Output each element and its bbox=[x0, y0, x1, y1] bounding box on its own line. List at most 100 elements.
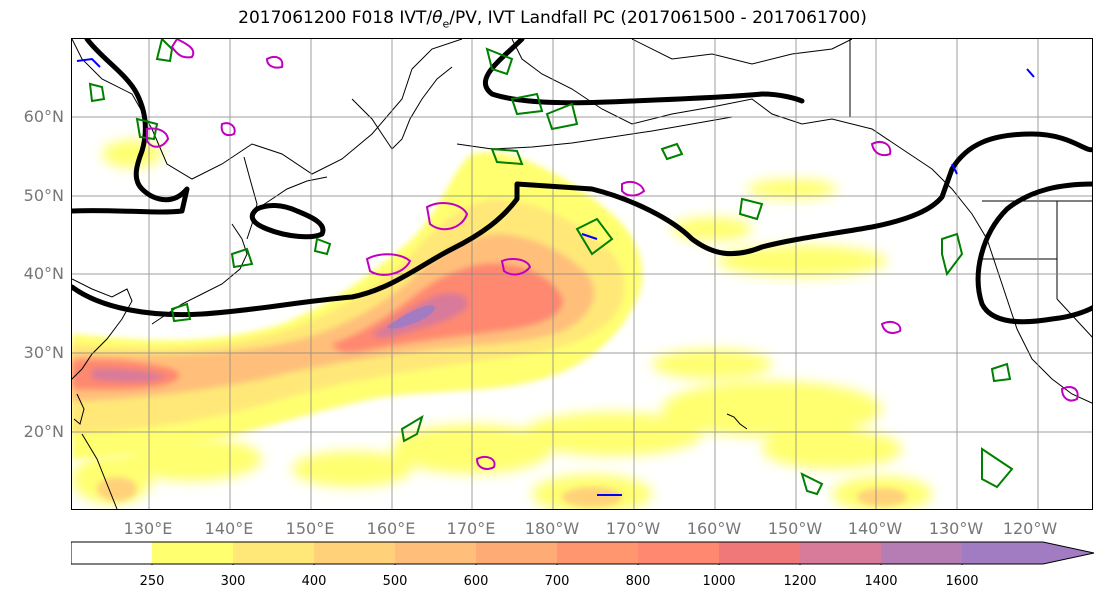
colorbar-bin-4 bbox=[395, 542, 476, 564]
theta-e-east-contour bbox=[975, 181, 1092, 325]
pv-magenta-2 bbox=[365, 253, 412, 276]
asia-coast bbox=[72, 39, 463, 180]
colorbar-bin-6 bbox=[557, 542, 638, 564]
lat-label-60n: 60°N bbox=[23, 107, 64, 126]
pv-green-15 bbox=[170, 302, 192, 323]
map-panel bbox=[71, 38, 1093, 510]
pv-green-1 bbox=[88, 82, 106, 103]
map-svg bbox=[72, 39, 1092, 509]
pv-green-3 bbox=[135, 117, 159, 141]
hawaii bbox=[726, 413, 748, 430]
colorbar-tick-label: 1000 bbox=[702, 574, 736, 589]
alaska-interior bbox=[631, 39, 853, 65]
theta-e-loop-contour bbox=[249, 203, 326, 240]
pv-blue-3 bbox=[1026, 68, 1035, 78]
lat-label-20n: 20°N bbox=[23, 422, 64, 441]
pv-magenta-11 bbox=[1060, 386, 1079, 402]
lon-label-150e: 150°E bbox=[285, 519, 335, 538]
title-subscript: e bbox=[442, 17, 450, 31]
pv-magenta-8 bbox=[475, 456, 496, 470]
sakhalin-coast bbox=[243, 156, 258, 240]
lon-label-130w: 130°W bbox=[928, 519, 984, 538]
pv-contours-green bbox=[88, 39, 1014, 496]
colorbar-tick-label: 1200 bbox=[783, 574, 817, 589]
colorbar-tick-label: 800 bbox=[625, 574, 651, 589]
colorbar-bin-5 bbox=[476, 542, 557, 564]
ivt-shading bbox=[72, 140, 932, 509]
pv-green-12 bbox=[981, 447, 1014, 489]
pv-magenta-9 bbox=[880, 321, 902, 334]
title-suffix: /PV, IVT Landfall PC (2017061500 - 20170… bbox=[449, 8, 867, 28]
lon-label-130e: 130°E bbox=[123, 519, 173, 538]
pv-green-7 bbox=[575, 217, 614, 256]
pv-green-6 bbox=[545, 102, 579, 131]
pv-contours-magenta bbox=[146, 39, 1079, 470]
theta-e-north-contour bbox=[72, 39, 190, 215]
pv-green-9 bbox=[485, 47, 514, 76]
pv-green-2 bbox=[155, 39, 174, 63]
pv-green-5 bbox=[510, 92, 544, 116]
pv-magenta-1 bbox=[425, 202, 469, 231]
pv-contours-blue bbox=[76, 57, 1035, 496]
lon-label-150w: 150°W bbox=[767, 519, 823, 538]
pv-blue-2 bbox=[581, 233, 598, 240]
pv-green-18 bbox=[660, 142, 684, 161]
us-state-line-3 bbox=[1056, 298, 1092, 338]
title-theta-symbol: θ bbox=[432, 8, 443, 28]
taiwan-coast bbox=[73, 393, 85, 425]
colorbar-tick-label: 1600 bbox=[945, 574, 979, 589]
lat-label-40n: 40°N bbox=[23, 264, 64, 283]
colorbar-bin-9 bbox=[800, 542, 881, 564]
ivt-patches-300 bbox=[97, 477, 907, 507]
map-title: 2017061200 F018 IVT/θe/PV, IVT Landfall … bbox=[0, 8, 1105, 30]
pv-green-4 bbox=[490, 147, 524, 166]
colorbar bbox=[70, 541, 1095, 565]
ivt-1600-core bbox=[387, 305, 435, 329]
colorbar-tick-label: 700 bbox=[544, 574, 570, 589]
pv-magenta-6 bbox=[170, 39, 195, 59]
theta-e-contours bbox=[72, 39, 1092, 325]
colorbar-bin-10 bbox=[881, 542, 962, 564]
colorbar-bin-2 bbox=[233, 542, 314, 564]
title-prefix: 2017061200 F018 IVT/ bbox=[238, 8, 433, 28]
pv-green-16 bbox=[313, 237, 332, 256]
colorbar-tick-label: 1400 bbox=[864, 574, 898, 589]
pv-green-10 bbox=[738, 197, 764, 221]
colorbar-svg bbox=[70, 541, 1095, 565]
lon-label-180w: 180°W bbox=[524, 519, 580, 538]
colorbar-bin-1 bbox=[152, 542, 233, 564]
lon-label-170e: 170°E bbox=[446, 519, 496, 538]
lon-label-160w: 160°W bbox=[686, 519, 742, 538]
ivt-west-core-inner bbox=[92, 368, 167, 382]
pv-blue-1 bbox=[76, 57, 101, 68]
theta-e-arctic-contour bbox=[483, 39, 805, 106]
kamchatka-coast bbox=[351, 66, 453, 150]
philippines-coast bbox=[81, 433, 118, 509]
pv-green-8 bbox=[400, 414, 424, 443]
colorbar-tick-label: 600 bbox=[463, 574, 489, 589]
pv-magenta-7 bbox=[220, 122, 236, 137]
colorbar-tick-label: 300 bbox=[220, 574, 246, 589]
alaska-coast bbox=[511, 39, 1092, 404]
lon-label-140w: 140°W bbox=[847, 519, 903, 538]
pv-magenta-3 bbox=[500, 258, 532, 276]
lat-label-30n: 30°N bbox=[23, 343, 64, 362]
colorbar-tick-label: 500 bbox=[382, 574, 408, 589]
aleutian-chain bbox=[456, 116, 733, 150]
lon-label-160e: 160°E bbox=[366, 519, 416, 538]
pv-magenta-12 bbox=[265, 56, 284, 69]
colorbar-bin-0 bbox=[71, 542, 152, 564]
pv-green-14 bbox=[230, 247, 254, 269]
lat-label-50n: 50°N bbox=[23, 186, 64, 205]
colorbar-bin-8 bbox=[719, 542, 800, 564]
lon-label-120w: 120°W bbox=[1002, 519, 1058, 538]
pv-green-17 bbox=[990, 362, 1012, 383]
pv-magenta-10 bbox=[870, 141, 892, 157]
pv-blue-4 bbox=[951, 163, 958, 175]
lon-label-140e: 140°E bbox=[204, 519, 254, 538]
kurile-chain bbox=[256, 176, 328, 210]
pv-green-11 bbox=[941, 232, 964, 277]
colorbar-outline bbox=[70, 541, 1095, 565]
theta-e-main-contour bbox=[72, 131, 1092, 318]
colorbar-tick-label: 250 bbox=[139, 574, 165, 589]
